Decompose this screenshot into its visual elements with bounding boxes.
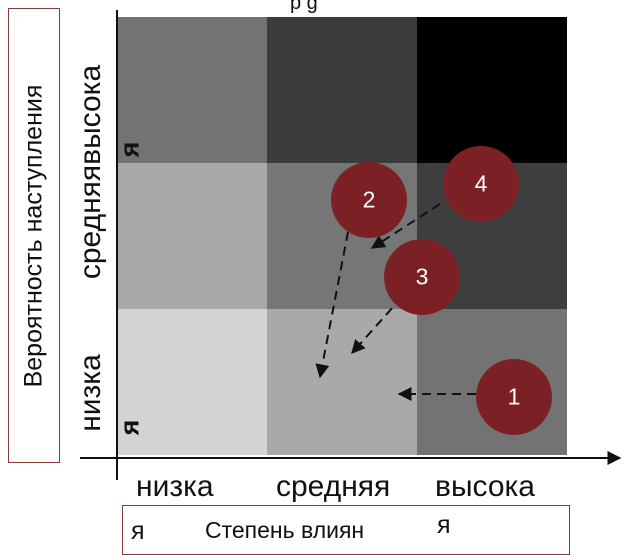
arrow-4-to-3 (370, 203, 441, 249)
risk-badge-2 (331, 162, 407, 238)
x-axis-title: Степень влиян (205, 517, 365, 543)
cell-prob-low-impact-low (117, 309, 267, 455)
cell-prob-high-impact-mid (267, 17, 417, 163)
cell-prob-high-impact-high (417, 17, 567, 163)
risk-badge-1 (476, 359, 552, 435)
top-title-fragment: р g (290, 0, 318, 14)
matrix-cells (117, 17, 567, 455)
risk-badge-4 (443, 146, 519, 222)
x-tick-low: низка (136, 470, 214, 503)
risk-badge-4-label: 4 (474, 170, 488, 197)
y-tick-low-tail: я (114, 419, 145, 436)
y-tick-low: низка (74, 354, 107, 432)
y-tick-mid-high: средняявысока (74, 64, 107, 280)
x-tick-mid: средняя (276, 470, 391, 503)
risk-badge-3-label: 3 (415, 263, 429, 290)
x-tick-low-tail: я (131, 517, 145, 545)
cell-prob-mid-impact-low (117, 163, 267, 309)
arrow-2-down (315, 231, 349, 379)
y-title-box (8, 8, 60, 463)
arrow-3-down (351, 296, 403, 355)
x-tick-high-tail: я (437, 511, 451, 539)
y-tick-high-tail: я (114, 141, 145, 158)
risk-badge-3 (384, 239, 460, 315)
x-tick-high: высока (435, 470, 535, 503)
risk-badge-1-label: 1 (507, 383, 521, 410)
risk-badge-2-label: 2 (362, 186, 376, 213)
y-axis-title: Вероятность наступления (19, 84, 48, 388)
cell-prob-high-impact-low (117, 17, 267, 163)
cell-prob-low-impact-mid (267, 309, 417, 455)
